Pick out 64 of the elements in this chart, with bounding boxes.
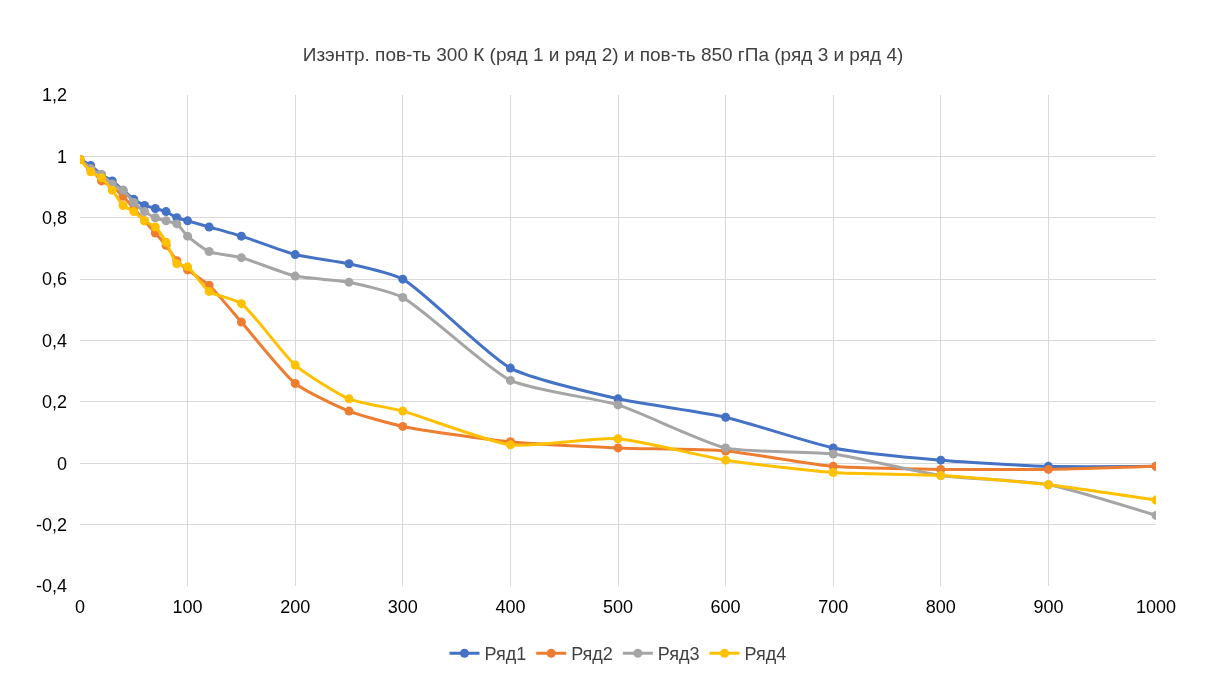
x-tick-label: 700 xyxy=(818,597,849,617)
point xyxy=(721,412,731,422)
point xyxy=(290,360,300,370)
legend-label: Ряд3 xyxy=(657,644,700,665)
point xyxy=(204,247,214,257)
y-tick-label: 0,6 xyxy=(41,269,67,290)
y-tick-label: 0,4 xyxy=(41,330,67,351)
point xyxy=(398,406,408,416)
legend-label: Ряд2 xyxy=(571,644,613,665)
y-tick-label: 0 xyxy=(56,453,67,474)
x-tick-label: 1000 xyxy=(1135,597,1177,617)
x-tick-label: 0 xyxy=(74,597,86,617)
y-tick-label: 1,2 xyxy=(41,85,67,106)
y-tick-label: -0,4 xyxy=(35,576,67,597)
y-tick-label: 0,2 xyxy=(41,392,67,413)
point xyxy=(613,443,623,453)
x-tick-label: 800 xyxy=(925,597,956,617)
point xyxy=(344,406,354,416)
point xyxy=(290,250,300,260)
point xyxy=(236,299,246,309)
point xyxy=(613,400,623,410)
point xyxy=(828,449,838,459)
legend-label: Ряд1 xyxy=(484,644,527,665)
point xyxy=(172,219,182,229)
point xyxy=(140,207,150,217)
y-tick-label: -0,2 xyxy=(35,514,67,535)
x-tick-label: 100 xyxy=(172,597,203,617)
legend-label: Ряд4 xyxy=(744,644,787,665)
point xyxy=(183,231,193,241)
point xyxy=(613,434,623,444)
point xyxy=(183,216,193,226)
point xyxy=(398,274,408,284)
chart-title: Изэнтр. пов-ть 300 К (ряд 1 и ряд 2) и пов-ть 850 гПа (ряд 3 и ряд 4) xyxy=(302,44,904,66)
point xyxy=(290,271,300,281)
point xyxy=(118,200,128,210)
x-tick-label: 400 xyxy=(495,597,526,617)
y-tick-label: 1 xyxy=(56,146,67,167)
point xyxy=(505,375,515,385)
x-tick-label: 900 xyxy=(1033,597,1064,617)
point xyxy=(398,421,408,431)
point xyxy=(150,204,160,214)
x-tick-label: 200 xyxy=(280,597,311,617)
point xyxy=(161,216,171,226)
point xyxy=(290,378,300,388)
point xyxy=(936,455,946,465)
point xyxy=(236,253,246,263)
point xyxy=(161,207,171,217)
point xyxy=(505,363,515,373)
x-tick-label: 600 xyxy=(710,597,741,617)
point xyxy=(150,213,160,223)
x-tick-label: 500 xyxy=(602,597,634,617)
point xyxy=(344,277,354,287)
x-tick-label: 300 xyxy=(387,597,418,617)
point xyxy=(204,286,214,296)
point xyxy=(236,231,246,241)
point xyxy=(236,317,246,327)
y-tick-label: 0,8 xyxy=(41,208,67,229)
point xyxy=(204,222,214,232)
point xyxy=(828,467,838,477)
point xyxy=(344,394,354,404)
point xyxy=(398,293,408,303)
point xyxy=(721,455,731,465)
point xyxy=(344,259,354,269)
point xyxy=(150,222,160,232)
